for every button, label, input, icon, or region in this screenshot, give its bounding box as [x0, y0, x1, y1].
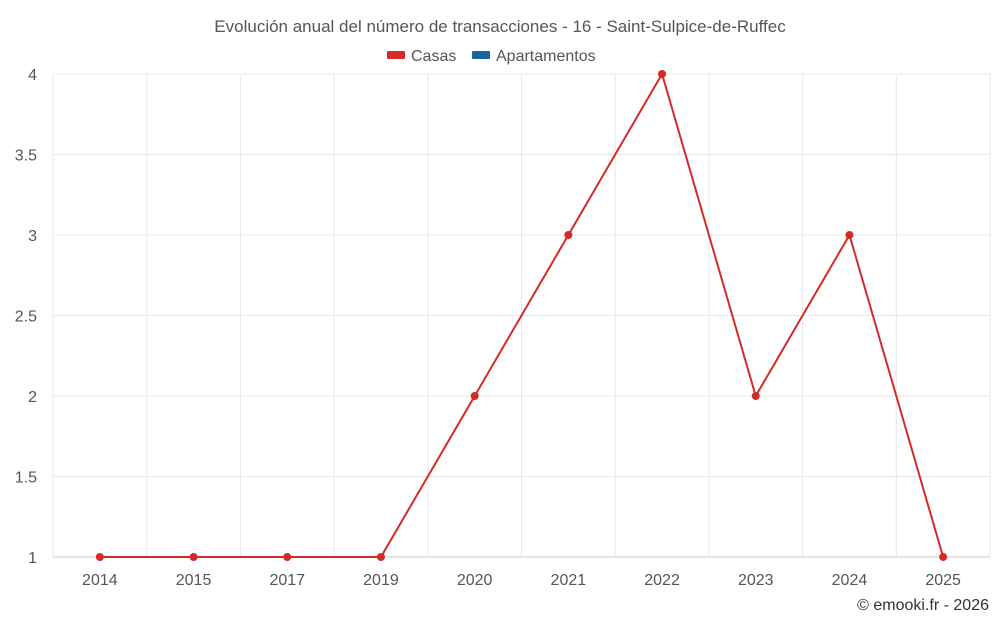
x-tick-label: 2020 [457, 572, 493, 589]
legend-label-apartamentos: Apartamentos [496, 48, 596, 65]
legend-swatch-apartamentos [472, 51, 490, 59]
x-tick-label: 2022 [644, 572, 680, 589]
legend-swatch-casas [387, 51, 405, 59]
x-tick-label: 2023 [738, 572, 774, 589]
y-tick-label: 2.5 [15, 309, 37, 326]
data-point-casas[interactable] [564, 231, 573, 239]
y-tick-label: 1 [28, 550, 37, 567]
y-tick-label: 1.5 [15, 470, 37, 487]
data-point-casas[interactable] [751, 392, 760, 400]
data-point-casas[interactable] [845, 231, 854, 239]
legend: Casas Apartamentos [387, 48, 596, 65]
y-tick-label: 3 [28, 228, 37, 245]
x-tick-label: 2014 [82, 572, 118, 589]
series-line-casas [99, 73, 945, 558]
y-tick-label: 2 [28, 389, 37, 406]
data-point-casas[interactable] [283, 553, 292, 561]
data-point-casas[interactable] [658, 70, 667, 78]
data-point-casas[interactable] [939, 553, 948, 561]
x-tick-label: 2017 [269, 572, 305, 589]
x-tick-label: 2024 [832, 572, 868, 589]
x-tick-label: 2015 [176, 572, 212, 589]
data-point-casas[interactable] [470, 392, 479, 400]
y-tick-label: 3.5 [15, 148, 37, 165]
x-tick-label: 2025 [925, 572, 961, 589]
data-point-casas[interactable] [95, 553, 104, 561]
legend-item-casas[interactable]: Casas [387, 48, 456, 65]
x-tick-label: 2021 [551, 572, 587, 589]
x-axis: 2014 2015 2017 2019 2020 2021 2022 2023 2024 2025 [53, 556, 990, 589]
data-point-casas[interactable] [376, 553, 385, 561]
x-tick-label: 2019 [363, 572, 399, 589]
data-point-casas[interactable] [189, 553, 198, 561]
legend-label-casas: Casas [411, 48, 456, 65]
legend-item-apartamentos[interactable]: Apartamentos [472, 48, 596, 65]
credit-text: © emooki.fr - 2026 [857, 597, 989, 614]
chart-title: Evolución anual del número de transaccio… [214, 17, 786, 36]
series-casas [95, 70, 948, 561]
y-tick-label: 4 [28, 67, 37, 84]
y-axis: 1 1.5 2 2.5 3 3.5 4 [15, 67, 37, 567]
